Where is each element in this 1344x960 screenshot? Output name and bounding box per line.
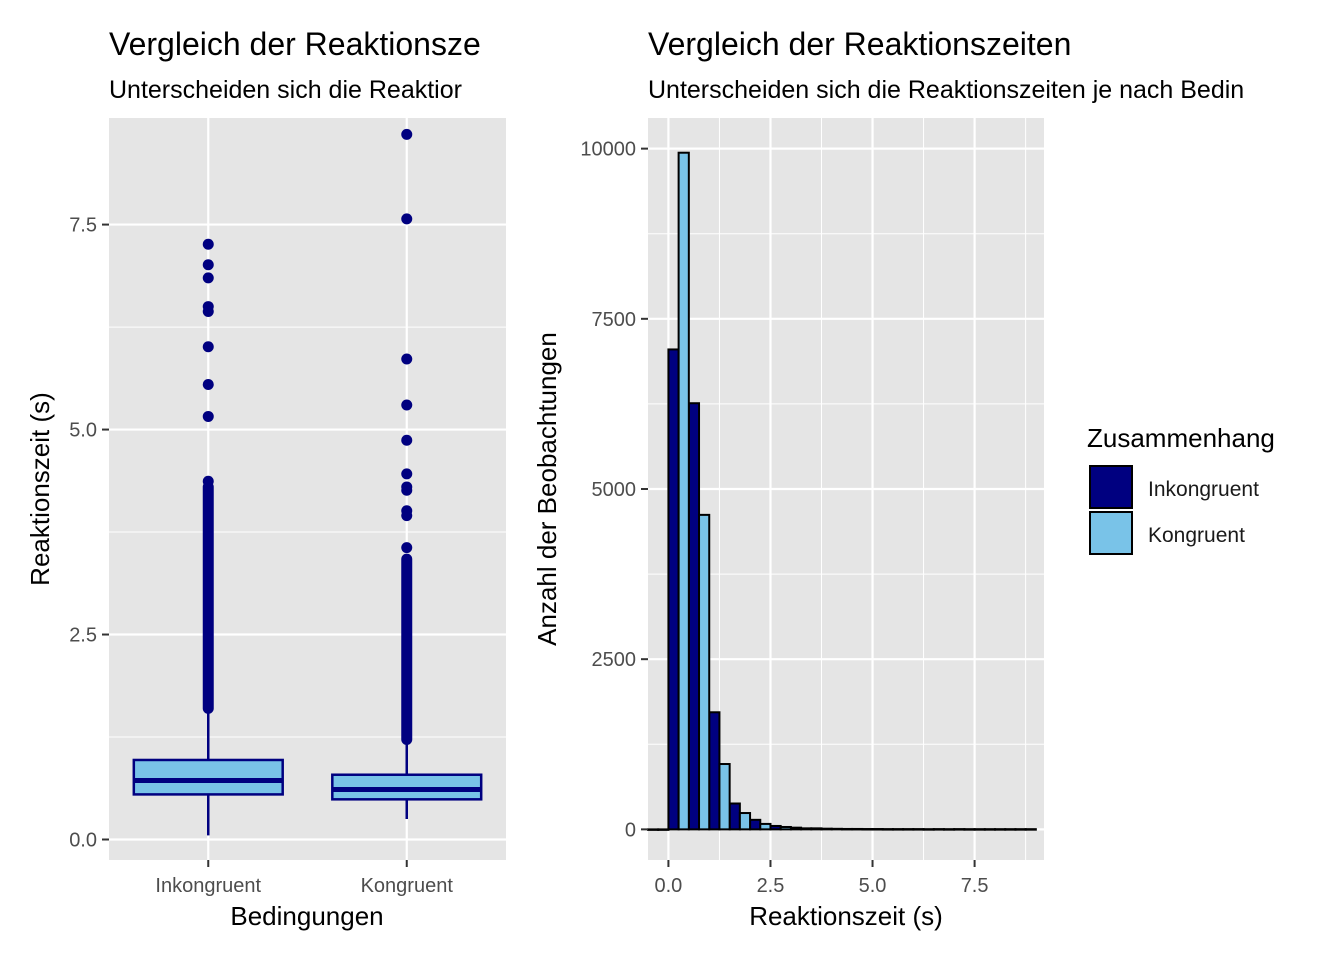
series-kongruent (657, 151, 1037, 831)
boxplot-x-axis-title: Bedingungen (230, 901, 383, 931)
histogram-bar (738, 812, 752, 831)
outlier-point (401, 434, 413, 446)
x-tick-label: 5.0 (859, 875, 887, 897)
histogram-bar (698, 513, 711, 831)
histogram-bar (1024, 828, 1037, 831)
outlier-point (202, 378, 214, 390)
outlier-point (401, 505, 413, 517)
outlier-point (401, 128, 413, 140)
histogram-bar (657, 828, 670, 831)
histogram-bar (708, 711, 721, 831)
histogram-bar (820, 827, 833, 831)
histogram-bar (647, 828, 660, 831)
outlier-point (202, 238, 214, 250)
histogram-bar (789, 826, 803, 831)
y-tick-label: 2500 (592, 649, 637, 671)
histogram-bar (953, 828, 966, 831)
x-tick-label: 7.5 (961, 875, 989, 897)
box-inkongruent (132, 238, 284, 836)
histogram-bar (667, 348, 680, 831)
histogram-axes: 0 2500 5000 7500 10000 0.0 2.5 5.0 7.5 (580, 139, 988, 897)
boxplot-axes: 0.0 2.5 5.0 7.5 Inkongruent Kongruent (69, 215, 453, 897)
histogram-bar (963, 828, 976, 831)
histogram-marks (647, 151, 1037, 831)
y-tick-label: 7500 (592, 309, 637, 331)
histogram-bar (840, 827, 854, 831)
legend-label-kongruent: Kongruent (1148, 524, 1245, 547)
legend: Zusammenhang Inkongruent Kongruent (1087, 423, 1275, 555)
y-tick-label: 2.5 (69, 625, 97, 647)
boxplot-marks (132, 128, 483, 836)
box-iqr (132, 758, 284, 796)
legend-key-kongruent (1089, 511, 1133, 555)
boxplot-title: Vergleich der Reaktionsze (109, 26, 481, 62)
boxplot-subtitle: Unterscheiden sich die Reaktior (109, 76, 462, 104)
histogram-bar (902, 828, 915, 831)
boxplot-panel-background (109, 118, 506, 860)
y-tick-label: 10000 (580, 139, 636, 161)
histogram-bar (851, 827, 864, 831)
histogram-bar (749, 818, 762, 831)
outlier-point (401, 542, 413, 554)
outlier-point (401, 468, 413, 480)
histogram-bar (810, 827, 823, 831)
outlier-point (202, 410, 214, 422)
x-tick-label: Inkongruent (155, 875, 261, 897)
x-tick-label: 2.5 (757, 875, 785, 897)
legend-key-inkongruent (1089, 465, 1133, 509)
legend-title: Zusammenhang (1087, 423, 1275, 453)
y-tick-label: 0.0 (69, 830, 97, 852)
histogram-bar (871, 828, 884, 831)
histogram-bar (728, 802, 741, 831)
histogram-title: Vergleich der Reaktionszeiten (648, 26, 1071, 62)
histogram-bar (769, 824, 782, 831)
outlier-point (401, 399, 413, 411)
box-kongruent (331, 128, 483, 820)
outlier-point (401, 481, 413, 493)
histogram-bar (1004, 828, 1017, 831)
outlier-point (401, 353, 413, 365)
x-tick-label: 0.0 (655, 875, 683, 897)
histogram-bar (994, 828, 1007, 831)
legend-label-inkongruent: Inkongruent (1148, 478, 1259, 501)
histogram-bar (983, 828, 997, 831)
histogram-bar (1014, 828, 1027, 831)
histogram-bar (922, 828, 935, 831)
histogram-bar (891, 828, 905, 831)
histogram-chart: Vergleich der Reaktionszeiten Unterschei… (532, 26, 1244, 931)
y-tick-label: 5.0 (69, 420, 97, 442)
histogram-bar (881, 828, 894, 831)
histogram-bar (677, 151, 690, 831)
outlier-point (202, 272, 214, 284)
histogram-bar (779, 825, 792, 831)
histogram-bar (830, 827, 843, 831)
outlier-point (202, 475, 214, 487)
histogram-bar (942, 828, 956, 831)
y-tick-label: 0 (625, 819, 636, 841)
outlier-point (202, 259, 214, 271)
histogram-bar (800, 827, 813, 831)
y-tick-label: 5000 (592, 479, 637, 501)
histogram-bar (687, 402, 701, 831)
y-tick-label: 7.5 (69, 215, 97, 237)
x-tick-label: Kongruent (361, 875, 454, 897)
histogram-bar (759, 822, 772, 831)
outlier-point (401, 213, 413, 225)
boxplot-y-axis-title: Reaktionszeit (s) (25, 392, 55, 586)
histogram-bar (718, 763, 731, 831)
histogram-subtitle: Unterscheiden sich die Reaktionszeiten j… (648, 76, 1244, 104)
histogram-bar (932, 828, 945, 831)
histogram-bar (912, 828, 925, 831)
histogram-x-axis-title: Reaktionszeit (s) (749, 901, 943, 931)
outlier-point (202, 301, 214, 313)
boxplot-chart: Vergleich der Reaktionsze Unterscheiden … (25, 26, 506, 931)
outlier-point (202, 341, 214, 353)
histogram-bar (861, 828, 874, 831)
histogram-y-axis-title: Anzahl der Beobachtungen (532, 332, 562, 646)
histogram-bar (973, 828, 986, 831)
